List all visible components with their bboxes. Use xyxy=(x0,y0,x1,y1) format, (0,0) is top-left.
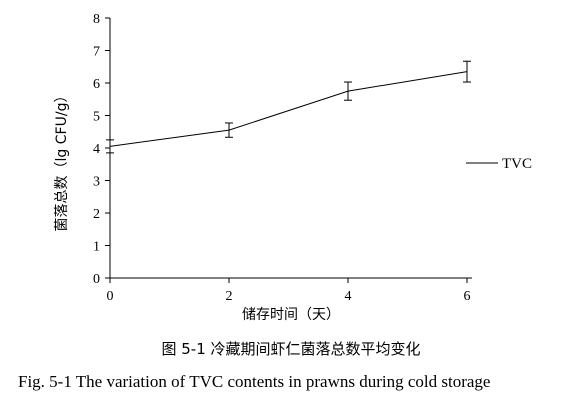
x-axis-label: 储存时间（天） xyxy=(242,307,340,323)
figure-caption-chinese: 图 5-1 冷藏期间虾仁菌落总数平均变化 xyxy=(161,340,421,358)
error-bar xyxy=(463,60,471,83)
x-tick-label: 0 xyxy=(107,289,114,304)
error-bar xyxy=(225,122,233,138)
y-tick-label: 5 xyxy=(93,110,100,125)
x-tick-label: 6 xyxy=(464,289,471,304)
y-tick-label: 0 xyxy=(93,272,100,287)
y-tick-label: 2 xyxy=(93,207,100,222)
figure-caption-english: Fig. 5-1 The variation of TVC contents i… xyxy=(18,372,491,391)
y-tick-label: 4 xyxy=(93,142,100,157)
legend-label-tvc: TVC xyxy=(502,156,532,172)
y-tick-label: 1 xyxy=(93,240,100,255)
x-tick-label: 4 xyxy=(345,289,352,304)
error-bar xyxy=(344,81,352,101)
y-tick-label: 3 xyxy=(93,175,100,190)
series-line-tvc xyxy=(109,71,468,147)
chart: 0 1 2 3 4 5 6 7 8 0 2 4 6 TVC 储存时间（天） 菌落总数（lg CFU/g… xyxy=(54,12,532,323)
x-tick-label: 2 xyxy=(226,289,233,304)
y-tick-label: 8 xyxy=(93,12,100,27)
y-axis-label: 菌落总数（lg CFU/g） xyxy=(54,89,70,232)
y-tick-label: 7 xyxy=(93,45,100,60)
y-tick-label: 6 xyxy=(93,77,100,92)
error-bar xyxy=(106,139,114,154)
